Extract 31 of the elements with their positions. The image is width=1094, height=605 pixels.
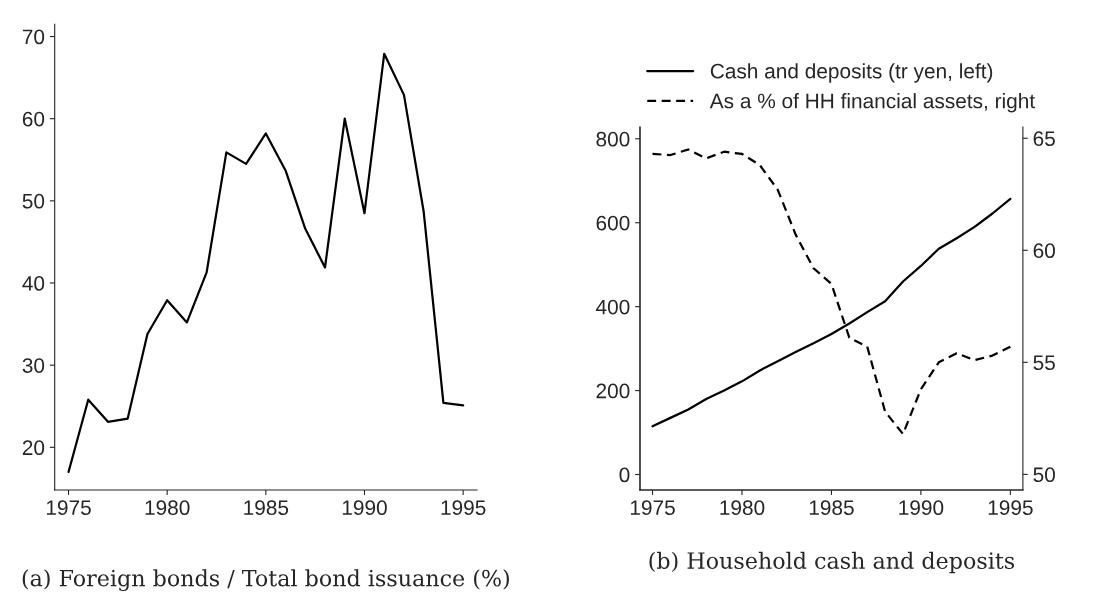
x-tick-label: 1995 bbox=[988, 500, 1033, 516]
y-tick-label: 60 bbox=[22, 111, 45, 127]
y2-tick-label: 50 bbox=[1033, 467, 1055, 483]
line-series bbox=[651, 148, 1012, 436]
line-series bbox=[67, 52, 465, 474]
y-tick-label: 70 bbox=[22, 29, 45, 45]
text: (b) Household cash and deposits bbox=[649, 551, 1015, 574]
y2-tick-label: 65 bbox=[1033, 131, 1055, 147]
x-tick-label: 1975 bbox=[630, 500, 675, 516]
y-tick-label: 0 bbox=[619, 467, 630, 483]
y-tick-label: 200 bbox=[596, 383, 630, 399]
x-tick-label: 1995 bbox=[441, 500, 486, 516]
x-tick-label: 1990 bbox=[899, 500, 944, 516]
x-tick-label: 1985 bbox=[809, 500, 854, 516]
x-tick-label: 1980 bbox=[720, 500, 765, 516]
x-tick-label: 1985 bbox=[244, 500, 289, 516]
y-tick-label: 20 bbox=[22, 440, 45, 456]
x-tick-label: 1980 bbox=[145, 500, 190, 516]
y-tick-label: 800 bbox=[596, 131, 630, 147]
y-tick-label: 600 bbox=[596, 215, 630, 231]
y-tick-label: 400 bbox=[595, 299, 630, 315]
x-tick-label: 1990 bbox=[342, 500, 387, 516]
y-tick-label: 50 bbox=[22, 193, 45, 209]
y2-tick-label: 60 bbox=[1033, 243, 1055, 259]
y-tick-label: 40 bbox=[22, 276, 45, 291]
legend-label: As a % of HH financial assets, right bbox=[709, 93, 1035, 113]
legend-label: Cash and deposits (tr yen, left) bbox=[710, 63, 993, 83]
y-tick-label: 30 bbox=[22, 358, 45, 373]
text: (a) Foreign bonds / Total bond issuance (%) bbox=[22, 569, 509, 592]
x-tick-label: 1975 bbox=[46, 500, 91, 516]
y2-tick-label: 55 bbox=[1033, 355, 1055, 371]
